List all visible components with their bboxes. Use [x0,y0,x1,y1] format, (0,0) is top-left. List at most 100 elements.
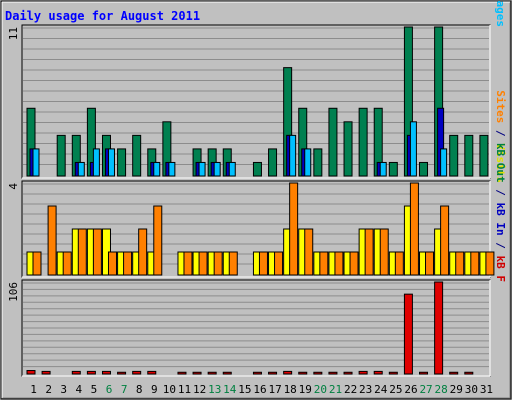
bar-sites-day-30 [470,251,480,276]
legend-entry: Pages [494,0,507,27]
bar-hits-day-20 [313,148,323,177]
x-tick-label: 31 [480,383,493,396]
bar-hits-day-8 [132,134,142,177]
bar-sites-day-29 [455,251,465,276]
bar-kb-f-day-2 [41,370,51,375]
bar-kb-f-day-11 [177,371,187,375]
x-tick-label: 27 [419,383,432,396]
bar-kb-f-day-29 [449,371,459,375]
chart-title: Daily usage for August 2011 [5,9,200,23]
bar-kb-f-day-5 [86,370,96,375]
panel-hits: 11 Hits / Files / Pages [7,0,507,179]
x-tick-label: 20 [314,383,327,396]
bar-pages-day-18 [289,134,297,177]
bar-sites-day-11 [183,251,193,276]
bar-kb-f-day-19 [298,371,308,375]
x-tick-label: 23 [359,383,372,396]
bar-kb-f-day-4 [71,370,81,375]
bar-sites-day-22 [349,251,359,276]
x-tick-label: 2 [45,383,52,396]
bar-hits-day-22 [343,121,353,177]
x-tick-label: 13 [208,383,221,396]
bar-sites-day-31 [485,251,495,276]
panel-kbytes-legend: kB Out / kB In / kB F [494,143,507,282]
x-tick-label: 21 [329,383,342,396]
bar-kb-f-day-27 [419,371,429,375]
bar-kb-f-day-12 [192,371,202,375]
bar-kb-f-day-30 [464,371,474,375]
x-tick-label: 24 [374,383,388,396]
bar-sites-day-1 [32,251,42,276]
bar-kb-f-day-1 [26,370,36,375]
bar-kb-f-day-26 [403,293,413,375]
bar-sites-day-6 [107,251,117,276]
bar-pages-day-5 [92,148,100,177]
bar-pages-day-6 [107,148,115,177]
bar-sites-day-8 [138,228,148,276]
bar-sites-day-3 [62,251,72,276]
bar-pages-day-1 [32,148,40,177]
x-tick-label: 26 [404,383,417,396]
bar-sites-day-23 [364,228,374,276]
bar-kb-f-day-8 [132,370,142,375]
bar-hits-day-7 [117,148,127,177]
x-tick-label: 6 [106,383,113,396]
legend-entry: / [494,236,507,256]
x-tick-label: 1 [30,383,37,396]
bar-hits-day-21 [328,107,338,177]
bar-kb-f-day-7 [117,371,127,375]
bar-sites-day-9 [153,205,163,276]
bar-kb-f-day-13 [207,371,217,375]
bar-hits-day-30 [464,134,474,177]
bar-kb-f-day-22 [343,371,353,375]
x-tick-label: 8 [136,383,143,396]
bar-kb-f-day-25 [388,371,398,375]
bar-sites-day-25 [394,251,404,276]
bar-pages-day-10 [168,161,176,177]
bar-kb-f-day-17 [268,371,278,375]
panel-visits-legend: Sites / Visits [494,90,507,183]
bar-kb-f-day-18 [283,370,293,375]
bar-pages-day-4 [77,161,85,177]
legend-entry: / [494,123,507,143]
x-tick-label: 30 [465,383,478,396]
bar-sites-day-27 [425,251,435,276]
bar-hits-day-3 [56,134,66,177]
bar-hits-day-17 [268,148,278,177]
bar-pages-day-14 [228,161,236,177]
panel-hits-legend: Hits / Files / Pages [494,0,507,27]
bar-kb-f-day-23 [358,370,368,375]
bar-hits-day-31 [479,134,489,177]
bar-pages-day-13 [213,161,221,177]
bar-sites-day-7 [123,251,133,276]
bar-sites-day-5 [92,228,102,276]
bar-sites-day-13 [213,251,223,276]
x-tick-label: 28 [435,383,448,396]
panel-kbytes-max-label: 106 [7,282,20,302]
x-tick-label: 17 [268,383,281,396]
bar-pages-day-26 [409,121,417,177]
bar-kb-f-day-16 [252,371,262,375]
bar-sites-day-12 [198,251,208,276]
bar-sites-day-4 [77,228,87,276]
bar-sites-day-26 [409,182,419,276]
legend-entry: Sites [494,90,507,123]
x-tick-label: 22 [344,383,357,396]
bar-pages-day-9 [153,161,161,177]
panel-hits-max-label: 11 [7,27,20,40]
bar-pages-day-28 [440,148,448,177]
panel-visits-max-label: 4 [7,183,20,190]
x-tick-label: 5 [91,383,98,396]
bar-kb-f-day-28 [434,281,444,375]
bar-kb-f-day-20 [313,371,323,375]
panel-visits: 4 Sites / Visits [7,90,507,278]
bar-sites-day-16 [258,251,268,276]
x-tick-label: 29 [450,383,463,396]
bar-hits-day-16 [252,161,262,177]
bar-sites-day-21 [334,251,344,276]
bar-sites-day-20 [319,251,329,276]
panel-kbytes: 106 kB Out / kB In / kB F [7,143,507,377]
x-tick-label: 12 [193,383,206,396]
